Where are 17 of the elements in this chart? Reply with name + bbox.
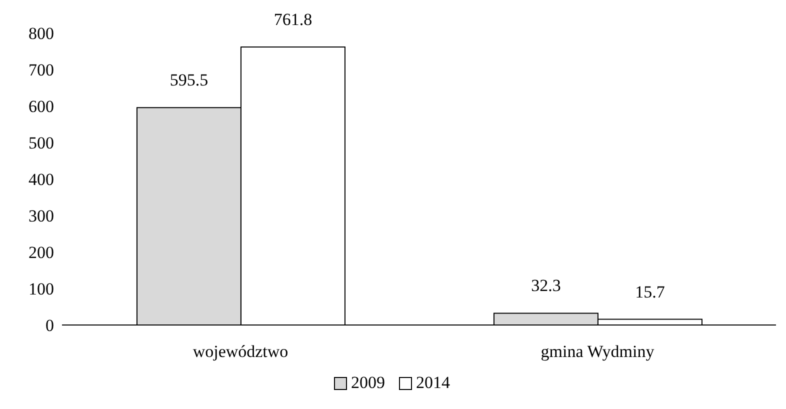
x-tick-label: gmina Wydminy [540, 342, 655, 362]
y-tick-label: 500 [28, 134, 54, 153]
data-label: 595.5 [170, 70, 208, 90]
y-tick-label: 0 [46, 316, 54, 336]
data-label: 761.8 [274, 10, 312, 29]
x-tick-label: województwo [192, 342, 288, 362]
data-label: 32.3 [531, 276, 561, 296]
data-label: 15.7 [635, 282, 666, 302]
y-tick-label: 400 [28, 170, 54, 190]
legend-label: 2014 [416, 373, 450, 393]
y-tick-label: 800 [28, 24, 54, 44]
y-tick-label: 300 [28, 206, 54, 226]
y-tick-label: 100 [28, 280, 54, 299]
y-tick-label: 200 [28, 243, 54, 262]
y-tick-label: 600 [28, 97, 54, 116]
y-tick-label: 700 [28, 60, 54, 80]
legend-label: 2009 [351, 373, 385, 393]
